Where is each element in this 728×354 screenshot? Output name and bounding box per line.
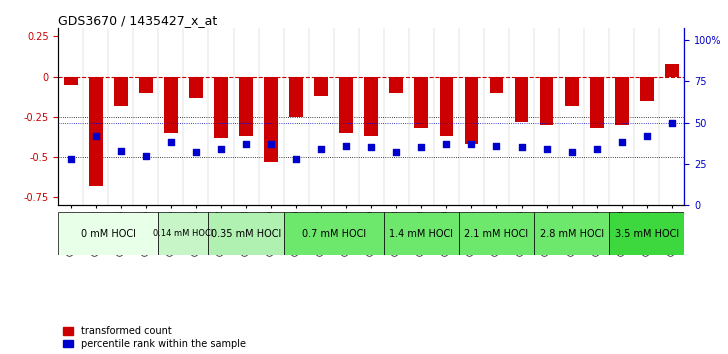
Point xyxy=(440,141,452,147)
Bar xyxy=(615,76,628,125)
Point xyxy=(315,146,327,152)
Point xyxy=(390,149,402,155)
Bar xyxy=(389,76,403,93)
Point xyxy=(416,144,427,150)
Text: 0.14 mM HOCl: 0.14 mM HOCl xyxy=(154,229,213,238)
Point xyxy=(466,141,478,147)
FancyBboxPatch shape xyxy=(534,212,609,255)
FancyBboxPatch shape xyxy=(459,212,534,255)
Text: 0 mM HOCl: 0 mM HOCl xyxy=(81,229,135,239)
Legend: transformed count, percentile rank within the sample: transformed count, percentile rank withi… xyxy=(63,326,245,349)
Point xyxy=(90,133,102,139)
Bar xyxy=(139,76,153,93)
Text: 1.4 mM HOCl: 1.4 mM HOCl xyxy=(389,229,454,239)
Point xyxy=(341,143,352,149)
Text: 2.1 mM HOCl: 2.1 mM HOCl xyxy=(464,229,529,239)
Point xyxy=(165,139,177,145)
Point xyxy=(265,141,277,147)
FancyBboxPatch shape xyxy=(384,212,459,255)
Bar xyxy=(89,76,103,186)
Bar xyxy=(365,76,378,136)
FancyBboxPatch shape xyxy=(609,212,684,255)
Bar xyxy=(114,76,127,105)
Bar xyxy=(539,76,553,125)
Bar xyxy=(264,76,278,162)
Point xyxy=(641,133,652,139)
Bar xyxy=(440,76,454,136)
Point xyxy=(365,144,377,150)
Point xyxy=(616,139,628,145)
Point xyxy=(140,153,151,159)
Point xyxy=(290,156,302,162)
Point xyxy=(65,156,76,162)
Point xyxy=(491,143,502,149)
Point xyxy=(591,146,603,152)
Bar xyxy=(490,76,503,93)
Text: GDS3670 / 1435427_x_at: GDS3670 / 1435427_x_at xyxy=(58,14,218,27)
FancyBboxPatch shape xyxy=(159,212,208,255)
Bar xyxy=(289,76,303,117)
Bar xyxy=(640,76,654,101)
Bar xyxy=(665,64,678,76)
Bar xyxy=(590,76,604,128)
Point xyxy=(215,146,227,152)
Bar xyxy=(464,76,478,144)
Bar xyxy=(515,76,529,122)
Bar xyxy=(314,76,328,96)
Point xyxy=(115,148,127,154)
Point xyxy=(240,141,252,147)
Text: 0.35 mM HOCl: 0.35 mM HOCl xyxy=(211,229,281,239)
Point xyxy=(566,149,577,155)
Text: 3.5 mM HOCl: 3.5 mM HOCl xyxy=(614,229,678,239)
Bar xyxy=(339,76,353,133)
Bar xyxy=(189,76,203,97)
Text: 2.8 mM HOCl: 2.8 mM HOCl xyxy=(539,229,604,239)
Text: 0.7 mM HOCl: 0.7 mM HOCl xyxy=(301,229,365,239)
FancyBboxPatch shape xyxy=(208,212,284,255)
Point xyxy=(190,149,202,155)
FancyBboxPatch shape xyxy=(58,212,159,255)
Bar xyxy=(164,76,178,133)
Bar xyxy=(214,76,228,138)
FancyBboxPatch shape xyxy=(284,212,384,255)
Point xyxy=(666,120,678,125)
Bar xyxy=(414,76,428,128)
Bar xyxy=(64,76,78,85)
Bar xyxy=(240,76,253,136)
Bar xyxy=(565,76,579,105)
Point xyxy=(515,144,527,150)
Point xyxy=(541,146,553,152)
